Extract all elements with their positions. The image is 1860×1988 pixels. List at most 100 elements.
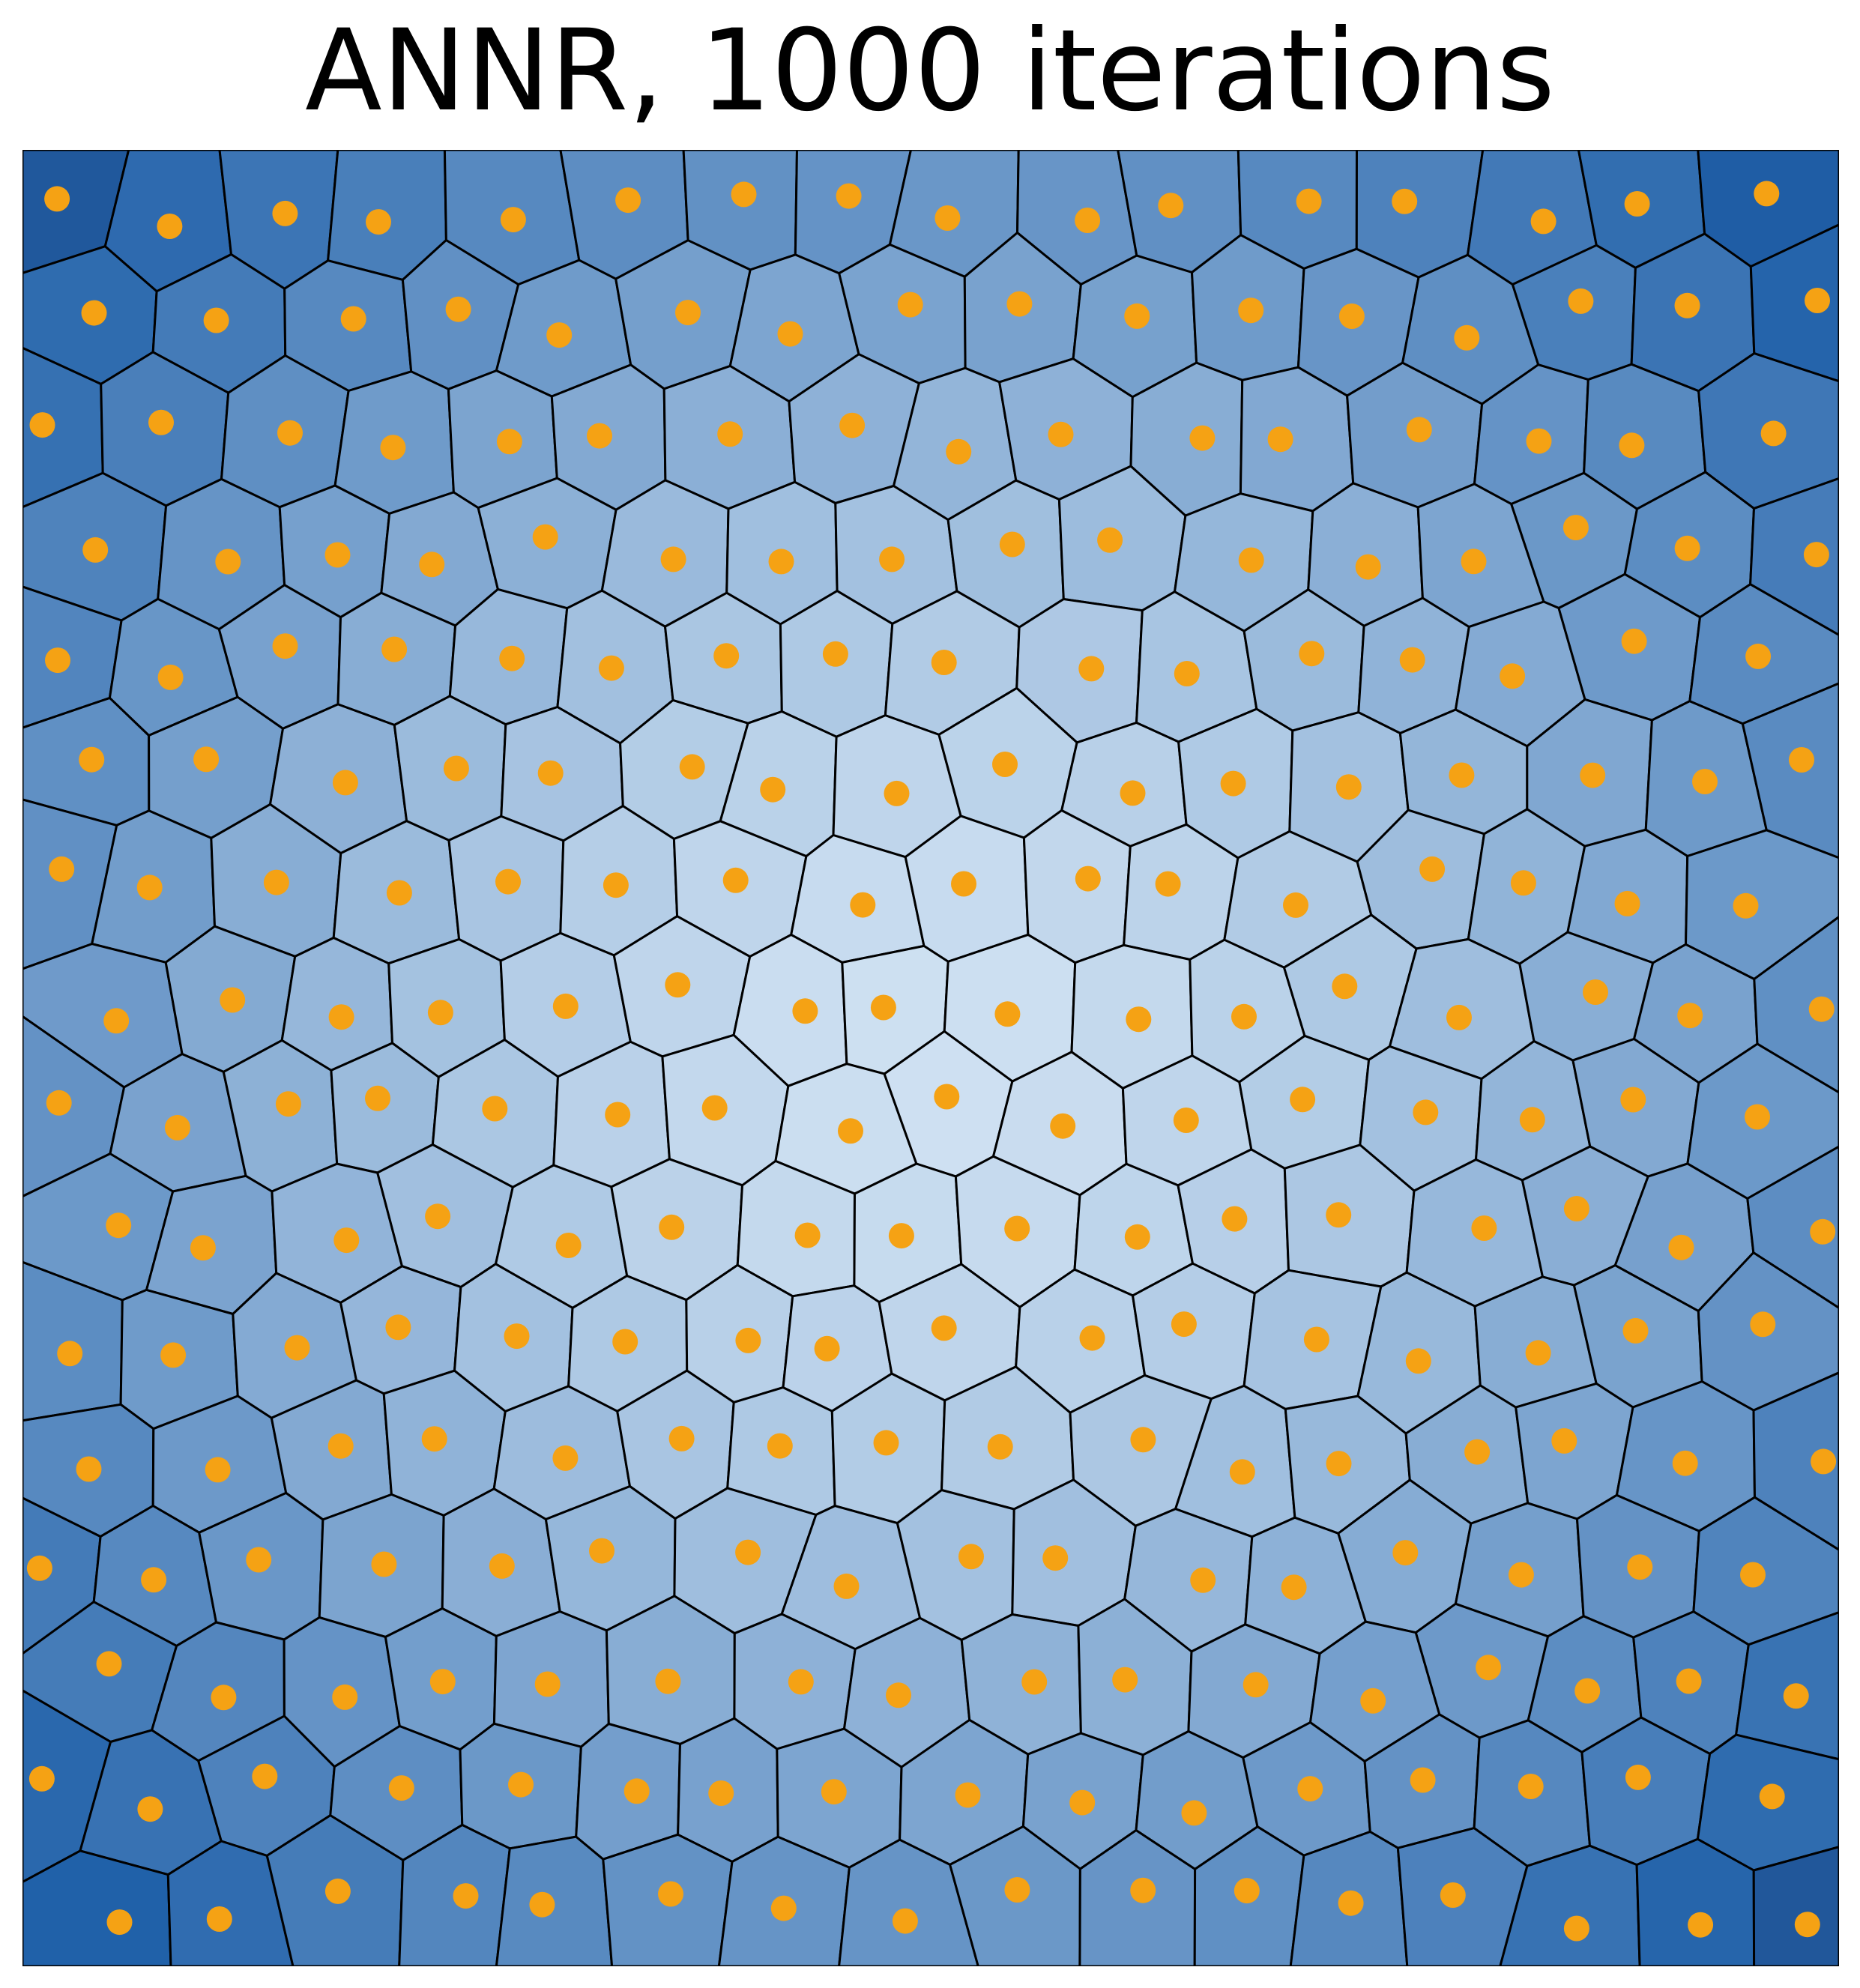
site-point xyxy=(1006,291,1032,317)
site-point xyxy=(535,1672,561,1697)
site-point xyxy=(508,1772,534,1798)
site-point xyxy=(385,1314,411,1340)
site-point xyxy=(659,1215,684,1240)
site-point xyxy=(988,1434,1013,1460)
site-point xyxy=(546,322,572,348)
site-point xyxy=(605,1102,630,1128)
site-point xyxy=(839,413,865,438)
site-point xyxy=(371,1552,396,1577)
site-point xyxy=(46,1090,72,1116)
site-point xyxy=(1407,417,1432,442)
site-point xyxy=(273,633,298,659)
site-point xyxy=(879,546,905,572)
site-point xyxy=(874,1430,899,1455)
site-point xyxy=(1234,1878,1260,1903)
site-point xyxy=(1810,1219,1835,1245)
site-point xyxy=(838,1118,863,1143)
site-point xyxy=(430,1669,456,1694)
site-point xyxy=(106,1212,131,1238)
site-point xyxy=(1004,1216,1030,1242)
site-point xyxy=(49,856,74,882)
site-point xyxy=(1669,1235,1694,1260)
site-point xyxy=(1449,763,1474,788)
site-point xyxy=(1239,548,1264,573)
site-point xyxy=(57,1341,82,1366)
site-point xyxy=(1326,1202,1351,1227)
site-point xyxy=(658,1882,683,1907)
site-point xyxy=(778,321,803,347)
site-point xyxy=(893,1909,918,1934)
site-point xyxy=(955,1783,981,1808)
site-point xyxy=(1615,891,1640,916)
site-point xyxy=(446,297,471,322)
site-point xyxy=(1075,208,1100,233)
site-point xyxy=(934,205,960,231)
site-point xyxy=(1338,1891,1364,1916)
voronoi-diagram xyxy=(22,150,1839,1966)
site-point xyxy=(1004,1877,1030,1903)
site-point xyxy=(735,1328,761,1353)
site-point xyxy=(553,994,579,1019)
site-point xyxy=(107,1909,133,1935)
site-point xyxy=(141,1567,166,1592)
site-point xyxy=(661,546,686,572)
site-point xyxy=(1673,1451,1698,1476)
site-point xyxy=(1809,997,1835,1022)
site-point xyxy=(264,870,289,895)
site-point xyxy=(1231,1004,1257,1030)
site-point xyxy=(615,187,641,213)
site-point xyxy=(453,1883,479,1909)
site-point xyxy=(823,641,848,667)
site-point xyxy=(79,747,104,773)
site-point xyxy=(1413,1099,1438,1125)
site-point xyxy=(1446,1005,1472,1030)
site-point xyxy=(82,300,107,326)
site-point xyxy=(934,1084,959,1110)
site-point xyxy=(1120,780,1146,806)
site-point xyxy=(82,537,108,563)
site-point xyxy=(428,1000,453,1025)
site-point xyxy=(1410,1768,1436,1793)
site-point xyxy=(1174,661,1200,686)
site-point xyxy=(381,637,407,662)
site-point xyxy=(587,423,612,449)
site-point xyxy=(1789,747,1814,773)
site-point xyxy=(1754,181,1779,206)
site-point xyxy=(1527,429,1552,454)
site-point xyxy=(1189,426,1215,451)
site-point xyxy=(1222,1206,1247,1232)
site-point xyxy=(497,429,522,454)
site-point xyxy=(731,181,757,207)
site-point xyxy=(886,1682,911,1708)
site-point xyxy=(1676,1669,1702,1694)
site-point xyxy=(1677,1003,1703,1028)
site-point xyxy=(771,1896,797,1921)
site-point xyxy=(1568,288,1593,314)
site-point xyxy=(1675,536,1700,561)
site-point xyxy=(1551,1428,1577,1454)
site-point xyxy=(836,184,862,209)
site-point xyxy=(165,1115,190,1140)
site-point xyxy=(680,754,705,779)
site-point xyxy=(1130,1878,1156,1903)
site-point xyxy=(792,998,818,1024)
site-point xyxy=(1500,663,1525,689)
site-point xyxy=(1795,1912,1820,1937)
site-point xyxy=(44,186,70,211)
site-point xyxy=(1526,1340,1551,1365)
site-point xyxy=(1080,1326,1105,1351)
site-point xyxy=(1464,1439,1490,1465)
site-point xyxy=(889,1223,914,1248)
site-point xyxy=(211,1685,236,1710)
site-point xyxy=(499,646,525,671)
site-point xyxy=(767,1433,793,1459)
site-point xyxy=(1174,1108,1199,1133)
site-point xyxy=(1281,1574,1307,1600)
site-point xyxy=(931,650,957,675)
site-point xyxy=(220,988,245,1013)
site-point xyxy=(1125,1224,1150,1250)
site-point xyxy=(1454,325,1479,351)
site-point xyxy=(788,1669,814,1694)
site-point xyxy=(1156,871,1181,897)
site-point xyxy=(1283,892,1308,918)
